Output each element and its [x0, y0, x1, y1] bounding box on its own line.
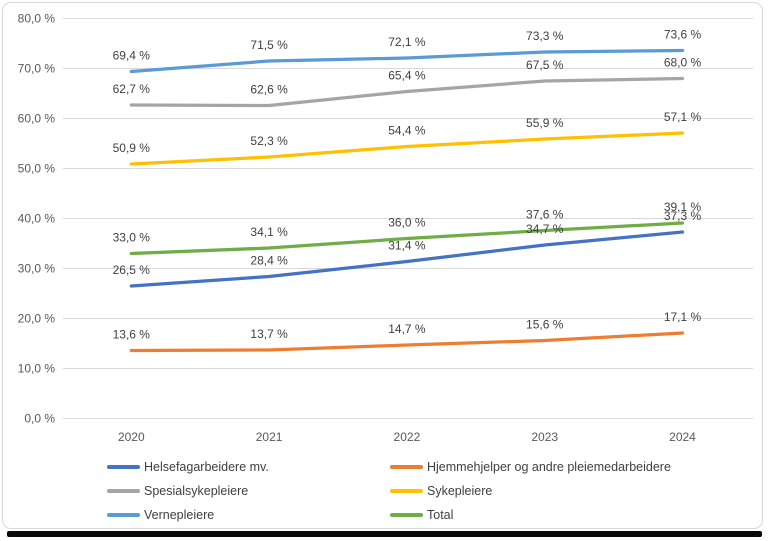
legend-label: Helsefagarbeidere mv. — [144, 460, 269, 474]
series-line-spesialsykepleiere — [129, 76, 685, 108]
data-label-hjemmehjelper-og-andre-pleiemedarbeidere: 15,6 % — [526, 318, 564, 332]
y-axis-tick-label: 30,0 % — [18, 262, 56, 276]
line-chart: 0,0 % 10,0 % 20,0 % 30,0 % 40,0 % 50,0 % 60,0 … — [18, 12, 753, 444]
series-line-helsefagarbeidere-mv — [129, 230, 685, 288]
data-label-vernepleiere: 69,4 % — [113, 49, 151, 63]
x-axis-tick-label: 2024 — [669, 430, 696, 444]
legend-item-spesialsykepleiere: Spesialsykepleiere — [107, 483, 390, 499]
y-axis-tick-label: 70,0 % — [18, 62, 56, 76]
legend-swatch-icon — [390, 465, 423, 469]
data-label-spesialsykepleiere: 65,4 % — [388, 69, 426, 83]
data-label-total: 39,1 % — [664, 200, 702, 214]
data-label-vernepleiere: 72,1 % — [388, 35, 426, 49]
legend-swatch-icon — [107, 465, 140, 469]
data-label-spesialsykepleiere: 68,0 % — [664, 56, 702, 70]
data-label-spesialsykepleiere: 62,7 % — [113, 82, 151, 96]
y-axis-tick-label: 80,0 % — [18, 12, 56, 26]
data-label-vernepleiere: 73,6 % — [664, 28, 702, 42]
window-bottom-edge — [7, 531, 762, 537]
y-axis-tick-label: 50,0 % — [18, 162, 56, 176]
x-axis-tick-label: 2020 — [118, 430, 145, 444]
x-axis-tick-label: 2021 — [256, 430, 283, 444]
legend-label: Spesialsykepleiere — [144, 484, 249, 498]
data-label-total: 33,0 % — [113, 231, 151, 245]
legend-label: Sykepleiere — [427, 484, 493, 498]
legend-swatch-icon — [107, 513, 140, 517]
series-line-hjemmehjelper-og-andre-pleiemedarbeidere — [129, 331, 685, 353]
y-axis-tick-label: 20,0 % — [18, 312, 56, 326]
data-label-hjemmehjelper-og-andre-pleiemedarbeidere: 17,1 % — [664, 310, 702, 324]
data-label-hjemmehjelper-og-andre-pleiemedarbeidere: 13,7 % — [250, 327, 288, 341]
data-label-sykepleiere: 57,1 % — [664, 110, 702, 124]
legend-item-vernepleiere: Vernepleiere — [107, 507, 390, 523]
legend-item-total: Total — [390, 507, 671, 523]
data-label-hjemmehjelper-og-andre-pleiemedarbeidere: 13,6 % — [113, 328, 151, 342]
data-label-total: 34,1 % — [250, 225, 288, 239]
series-line-sykepleiere — [129, 131, 685, 166]
data-label-hjemmehjelper-og-andre-pleiemedarbeidere: 14,7 % — [388, 322, 426, 336]
data-label-helsefagarbeidere-mv: 26,5 % — [113, 263, 151, 277]
y-axis-tick-label: 60,0 % — [18, 112, 56, 126]
chart-container: 0,0 % 10,0 % 20,0 % 30,0 % 40,0 % 50,0 % 60,0 … — [2, 2, 763, 529]
data-label-total: 37,6 % — [526, 208, 564, 222]
y-axis-tick-label: 10,0 % — [18, 362, 56, 376]
data-label-sykepleiere: 50,9 % — [113, 141, 151, 155]
data-label-helsefagarbeidere-mv: 28,4 % — [250, 254, 288, 268]
legend-swatch-icon — [390, 513, 423, 517]
y-axis-tick-label: 0,0 % — [24, 412, 55, 426]
legend-item-sykepleiere: Sykepleiere — [390, 483, 671, 499]
legend-item-helsefagarbeidere-mv: Helsefagarbeidere mv. — [107, 459, 390, 475]
chart-legend: Helsefagarbeidere mv. Hjemmehjelper og an… — [107, 459, 671, 523]
legend-swatch-icon — [390, 489, 423, 493]
legend-item-hjemmehjelper-og-andre-pleiemedarbeidere: Hjemmehjelper og andre pleiemedarbeidere — [390, 459, 671, 475]
data-label-spesialsykepleiere: 62,6 % — [250, 83, 288, 97]
legend-label: Total — [427, 508, 454, 522]
data-label-sykepleiere: 55,9 % — [526, 116, 564, 130]
legend-swatch-icon — [107, 489, 140, 493]
data-label-vernepleiere: 71,5 % — [250, 38, 288, 52]
x-axis-tick-label: 2023 — [531, 430, 558, 444]
data-label-sykepleiere: 52,3 % — [250, 134, 288, 148]
data-label-helsefagarbeidere-mv: 34,7 % — [526, 222, 564, 236]
data-label-total: 36,0 % — [388, 216, 426, 230]
data-label-vernepleiere: 73,3 % — [526, 29, 564, 43]
data-label-spesialsykepleiere: 67,5 % — [526, 58, 564, 72]
y-axis-tick-label: 40,0 % — [18, 212, 56, 226]
series-line-total — [129, 221, 685, 256]
data-label-sykepleiere: 54,4 % — [388, 124, 426, 138]
x-axis-tick-label: 2022 — [394, 430, 421, 444]
data-label-helsefagarbeidere-mv: 37,3 % — [664, 209, 702, 223]
series-line-vernepleiere — [129, 48, 685, 74]
legend-label: Hjemmehjelper og andre pleiemedarbeidere — [427, 460, 671, 474]
data-label-helsefagarbeidere-mv: 31,4 % — [388, 239, 426, 253]
legend-label: Vernepleiere — [144, 508, 215, 522]
